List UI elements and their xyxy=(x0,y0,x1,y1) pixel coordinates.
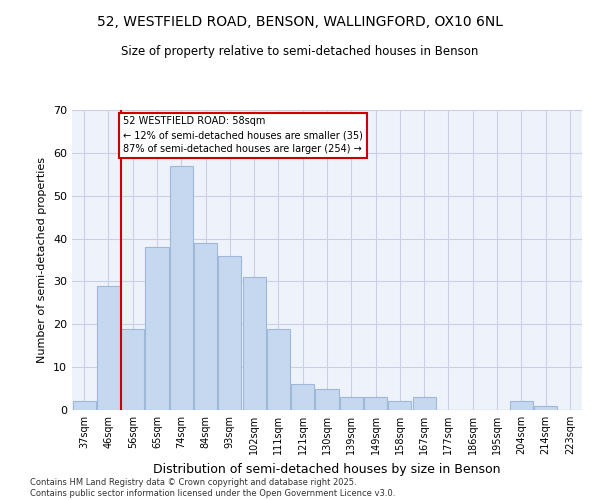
Bar xyxy=(534,406,557,410)
Text: Contains HM Land Registry data © Crown copyright and database right 2025.
Contai: Contains HM Land Registry data © Crown c… xyxy=(30,478,395,498)
Bar xyxy=(340,397,363,410)
Text: Size of property relative to semi-detached houses in Benson: Size of property relative to semi-detach… xyxy=(121,45,479,58)
Text: 52 WESTFIELD ROAD: 58sqm
← 12% of semi-detached houses are smaller (35)
87% of s: 52 WESTFIELD ROAD: 58sqm ← 12% of semi-d… xyxy=(123,116,363,154)
Bar xyxy=(121,328,144,410)
X-axis label: Distribution of semi-detached houses by size in Benson: Distribution of semi-detached houses by … xyxy=(153,462,501,475)
Bar xyxy=(242,277,266,410)
Bar xyxy=(97,286,120,410)
Y-axis label: Number of semi-detached properties: Number of semi-detached properties xyxy=(37,157,47,363)
Text: 52, WESTFIELD ROAD, BENSON, WALLINGFORD, OX10 6NL: 52, WESTFIELD ROAD, BENSON, WALLINGFORD,… xyxy=(97,15,503,29)
Bar xyxy=(267,328,290,410)
Bar xyxy=(388,402,412,410)
Bar xyxy=(413,397,436,410)
Bar xyxy=(316,388,338,410)
Bar xyxy=(145,247,169,410)
Bar xyxy=(218,256,241,410)
Bar xyxy=(170,166,193,410)
Bar xyxy=(510,402,533,410)
Bar xyxy=(291,384,314,410)
Bar xyxy=(364,397,387,410)
Bar xyxy=(194,243,217,410)
Bar xyxy=(73,402,95,410)
